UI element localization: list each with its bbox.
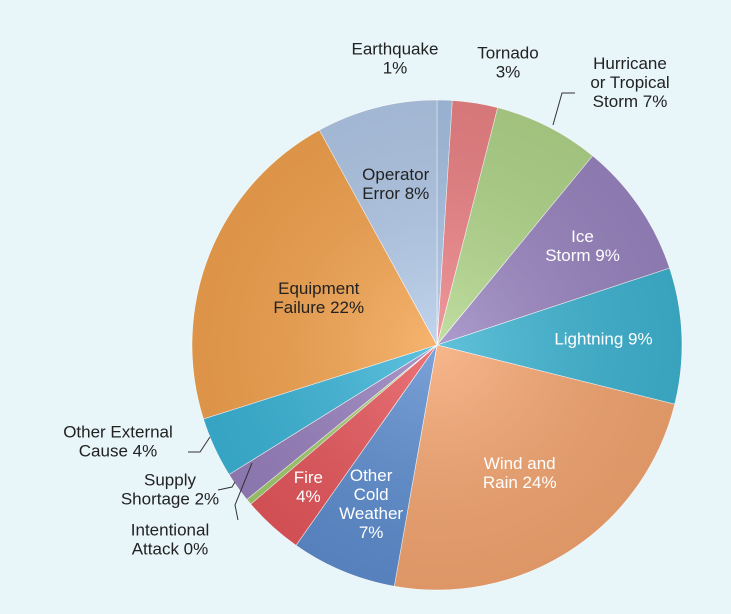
slice-label-line: Other — [350, 466, 393, 485]
slice-label-other-cold-weather: Other Cold Weather 7% — [339, 466, 403, 542]
slice-label-line: Failure 22% — [273, 298, 364, 317]
slice-label-other-external-cause: Other External Cause 4% — [63, 423, 173, 461]
leader-line-other-external-cause — [188, 436, 211, 453]
leader-line-hurricane-or-tropical-storm — [552, 92, 575, 126]
slice-label-line: 7% — [359, 523, 384, 542]
leader-lines — [188, 92, 575, 521]
slice-label-line: Hurricane — [593, 54, 667, 73]
leader-line-intentional-attack — [234, 462, 253, 521]
slice-label-supply-shortage: Supply Shortage 2% — [121, 471, 219, 509]
slice-label-line: Storm 9% — [545, 246, 620, 265]
slice-label-line: Shortage 2% — [121, 490, 219, 509]
slice-label-intentional-attack: Intentional Attack 0% — [131, 521, 209, 559]
slice-label-line: Wind and — [484, 454, 556, 473]
leader-line-supply-shortage — [217, 481, 236, 491]
slice-label-operator-error: Operator Error 8% — [362, 165, 429, 203]
slice-label-line: Earthquake — [352, 40, 439, 59]
slice-labels: Earthquake 1% Tornado 3% Hurricane or Tropica… — [63, 40, 669, 559]
slice-label-line: 4% — [296, 487, 321, 506]
slice-label-tornado: Tornado 3% — [477, 44, 538, 82]
slice-label-fire: Fire 4% — [294, 468, 323, 506]
slice-label-line: Weather — [339, 504, 403, 523]
slice-label-line: Cause 4% — [79, 442, 157, 461]
slice-label-earthquake: Earthquake 1% — [352, 40, 439, 78]
slice-label-line: 3% — [496, 63, 521, 82]
slice-label-line: Fire — [294, 468, 323, 487]
slice-label-line: Supply — [144, 471, 196, 490]
slice-label-line: Ice — [571, 227, 594, 246]
slice-label-hurricane-or-tropical-storm: Hurricane or Tropical Storm 7% — [590, 54, 669, 111]
slice-label-line: Operator — [362, 165, 429, 184]
slice-label-line: 1% — [383, 59, 408, 78]
slice-label-line: Error 8% — [362, 184, 429, 203]
slice-label-line: Tornado — [477, 44, 538, 63]
slice-label-line: or Tropical — [590, 73, 669, 92]
slice-label-line: Rain 24% — [483, 473, 557, 492]
slice-label-lightning: Lightning 9% — [554, 330, 652, 349]
slice-label-line: Attack 0% — [132, 540, 209, 559]
slice-label-line: Cold — [354, 485, 389, 504]
slice-label-ice-storm: Ice Storm 9% — [545, 227, 620, 265]
slice-label-line: Other External — [63, 423, 173, 442]
slice-label-line: Intentional — [131, 521, 209, 540]
slice-label-line: Lightning 9% — [554, 330, 652, 349]
slice-label-equipment-failure: Equipment Failure 22% — [273, 279, 364, 317]
slice-label-wind-and-rain: Wind and Rain 24% — [483, 454, 557, 492]
slice-label-line: Storm 7% — [593, 92, 668, 111]
slice-label-line: Equipment — [278, 279, 360, 298]
